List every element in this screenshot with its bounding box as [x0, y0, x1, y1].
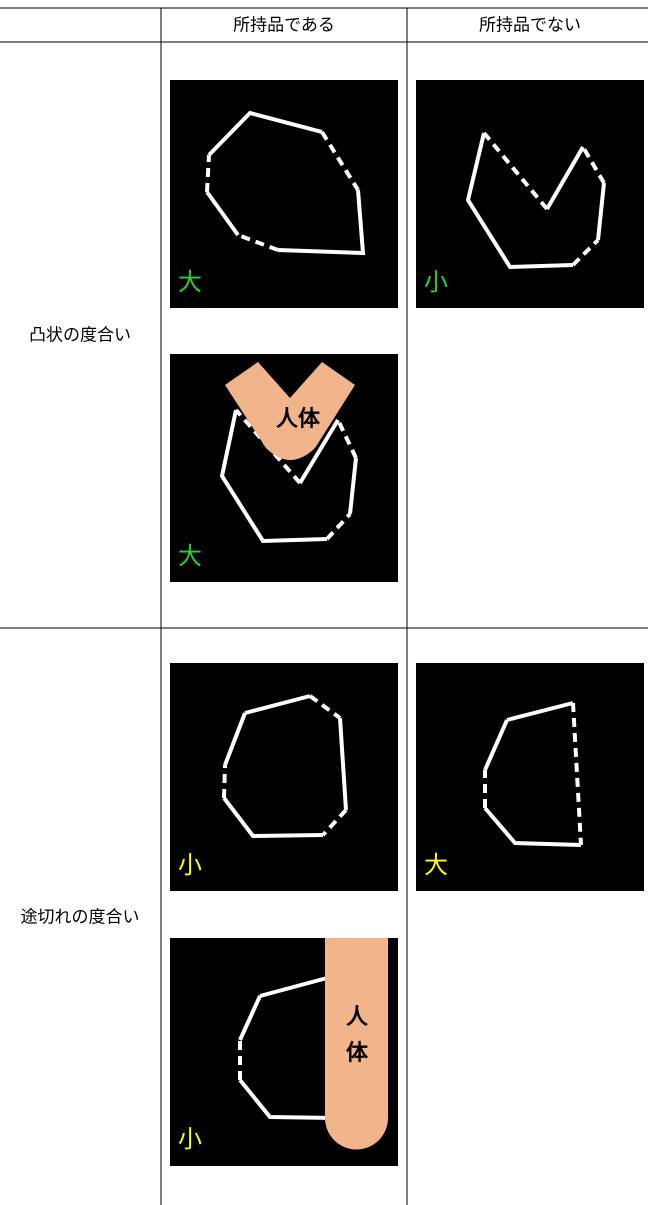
panel: 大 [416, 663, 644, 891]
level-label: 小 [424, 268, 448, 296]
table-rules [0, 7, 648, 1205]
level-label: 大 [178, 542, 202, 570]
column-header: 所持品でない [479, 16, 581, 36]
row-label: 凸状の度合い [29, 326, 131, 346]
panel: 人体 大 [170, 354, 398, 582]
body-label: 体 [346, 1041, 369, 1066]
level-label: 小 [178, 851, 202, 879]
panel: 人 体 小 [170, 938, 398, 1166]
panel: 大 [170, 80, 398, 308]
panel: 小 [170, 663, 398, 891]
level-label: 大 [424, 851, 448, 879]
level-label: 大 [178, 268, 202, 296]
body-label: 人 [346, 1005, 368, 1030]
row-label: 途切れの度合い [21, 908, 140, 928]
level-label: 小 [178, 1125, 202, 1153]
column-header: 所持品である [233, 16, 335, 36]
body-label: 人体 [276, 407, 321, 432]
panel: 小 [416, 80, 644, 308]
